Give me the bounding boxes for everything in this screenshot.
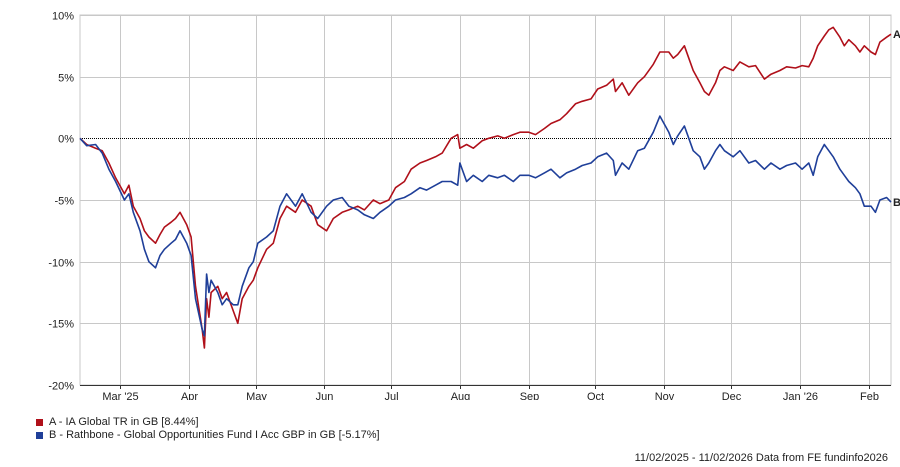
legend: A - IA Global TR in GB [8.44%] B - Rathb… [36, 416, 380, 442]
series-line-b [79, 115, 892, 337]
y-tick-label: 10% [52, 11, 74, 23]
legend-label-b: B - Rathbone - Global Opportunities Fund… [49, 429, 380, 441]
chart-area: 10% 5% 0% -5% -10% -15% -20% Mar '25 Apr May Jun Ju… [48, 11, 900, 404]
y-tick-label: -10% [48, 258, 74, 270]
x-tick-label: May [246, 391, 267, 400]
legend-label-a: A - IA Global TR in GB [8.44%] [49, 416, 199, 428]
x-tick-label: Feb [860, 391, 879, 400]
legend-swatch-b [36, 432, 43, 439]
x-tick-label: Jan '26 [783, 391, 818, 400]
x-tick-label: Oct [587, 391, 604, 400]
y-tick-label: 5% [58, 73, 74, 85]
series-end-label-b: B [893, 197, 900, 209]
x-tick-label: Apr [181, 391, 198, 400]
series-end-label-a: A [893, 29, 900, 41]
x-tick-label: Mar '25 [102, 391, 138, 400]
x-tick-label: Nov [655, 391, 675, 400]
x-tick-label: Jul [384, 391, 398, 400]
y-tick-label: 0% [58, 134, 74, 146]
date-range-source: 11/02/2025 - 11/02/2026 Data from FE fun… [634, 452, 888, 464]
y-tick-label: -15% [48, 319, 74, 331]
y-tick-label: -5% [54, 196, 74, 208]
y-tick-label: -20% [48, 381, 74, 393]
x-tick-label: Jun [316, 391, 334, 400]
legend-item-a: A - IA Global TR in GB [8.44%] [36, 416, 380, 429]
x-tick-label: Aug [451, 391, 471, 400]
legend-swatch-a [36, 419, 43, 426]
x-tick-label: Sep [520, 391, 540, 400]
x-tick-label: Dec [722, 391, 742, 400]
legend-item-b: B - Rathbone - Global Opportunities Fund… [36, 429, 380, 442]
line-chart: 10% 5% 0% -5% -10% -15% -20% Mar '25 Apr May Jun Ju… [48, 11, 900, 404]
series-line-a [79, 26, 892, 349]
